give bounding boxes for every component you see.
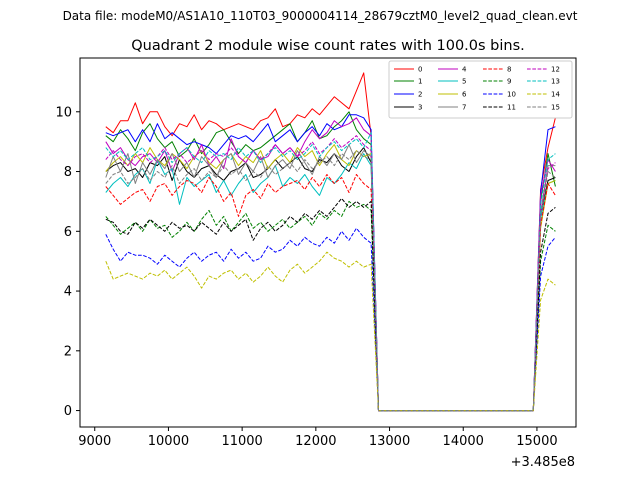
chart-title: Quadrant 2 module wise count rates with … [131, 38, 525, 54]
plot-area [80, 58, 576, 427]
y-axis: 0 2 4 6 8 10 [55, 105, 80, 419]
legend-label-1: 1 [418, 78, 422, 86]
legend-label-12: 12 [551, 66, 560, 74]
x-offset-label: +3.485e8 [511, 455, 575, 470]
y-tick-label: 10 [55, 105, 72, 120]
x-tick-label: 11000 [221, 434, 262, 449]
y-tick-label: 2 [64, 344, 72, 359]
x-tick-label: 15000 [516, 434, 557, 449]
y-tick-label: 6 [64, 225, 72, 240]
legend-label-14: 14 [551, 91, 560, 99]
legend-label-4: 4 [462, 66, 467, 74]
series-group [105, 72, 556, 412]
legend-label-9: 9 [507, 78, 511, 86]
legend-label-15: 15 [551, 104, 560, 112]
series-line-13 [105, 132, 556, 412]
legend-label-13: 13 [551, 78, 560, 86]
legend-label-7: 7 [462, 104, 466, 112]
x-tick-label: 13000 [369, 434, 410, 449]
legend-frame [388, 60, 573, 119]
x-tick-label: 9000 [78, 434, 111, 449]
legend-label-3: 3 [418, 104, 422, 112]
x-axis: 9000 10000 11000 12000 13000 14000 15000 [78, 427, 558, 449]
x-tick-label: 10000 [148, 434, 189, 449]
legend-label-5: 5 [462, 78, 466, 86]
legend-label-11: 11 [507, 104, 516, 112]
series-line-15 [105, 150, 556, 412]
legend-label-2: 2 [418, 91, 422, 99]
y-tick-label: 8 [64, 165, 72, 180]
x-tick-label: 12000 [295, 434, 336, 449]
legend-label-8: 8 [507, 66, 511, 74]
x-tick-label: 14000 [443, 434, 484, 449]
legend-label-10: 10 [507, 91, 516, 99]
legend-label-0: 0 [418, 66, 422, 74]
legend-label-6: 6 [462, 91, 467, 99]
y-tick-label: 0 [64, 404, 72, 419]
series-line-14 [105, 251, 556, 412]
plot-frame [79, 57, 577, 428]
y-tick-label: 4 [64, 285, 72, 300]
suptitle: Data file: modeM0/AS1A10_110T03_90000041… [63, 9, 578, 23]
